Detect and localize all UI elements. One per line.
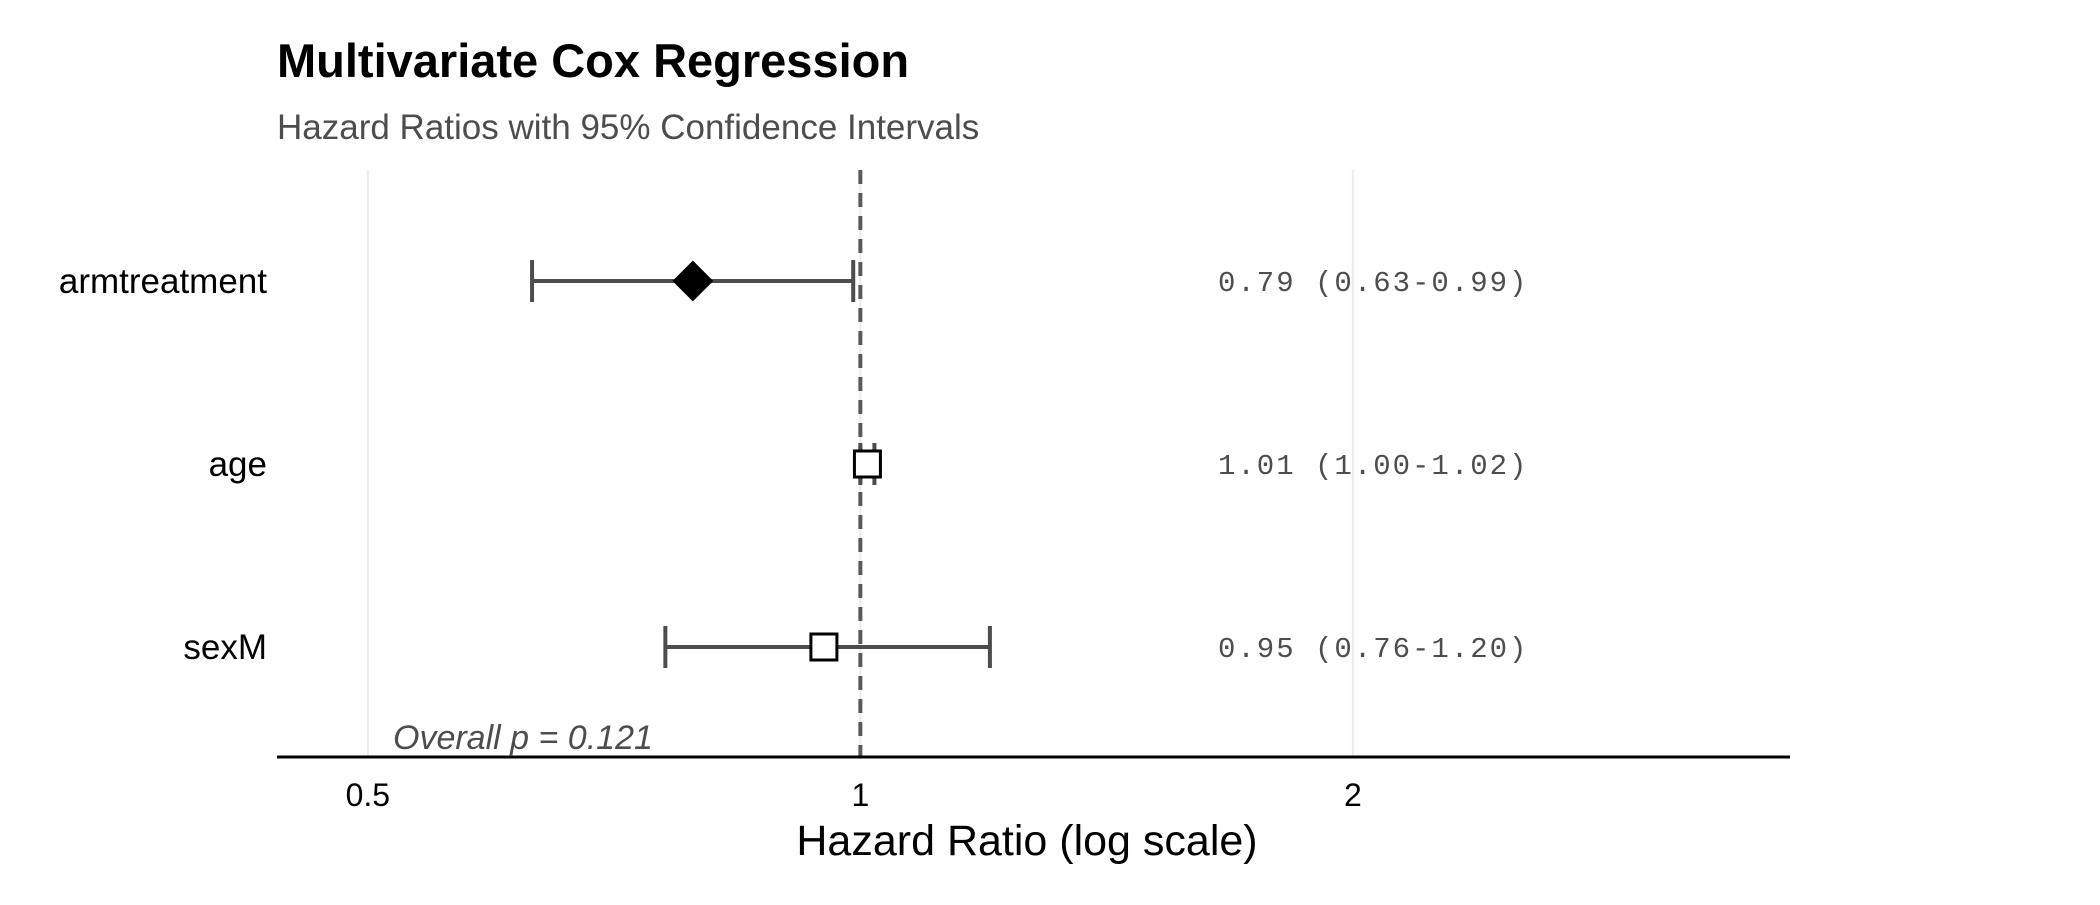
hr-marker-square — [809, 632, 839, 662]
chart-title: Multivariate Cox Regression — [277, 34, 909, 87]
x-axis: 0.5 1 2 — [277, 755, 1790, 813]
hr-marker-diamond — [672, 260, 714, 302]
row-sexM: sexM 0.95 (0.76-1.20) — [183, 626, 1528, 668]
overall-p-annotation: Overall p = 0.121 — [393, 719, 653, 757]
row-label: sexM — [183, 628, 267, 667]
hr-value-label: 0.95 (0.76-1.20) — [1218, 633, 1528, 666]
row-label: age — [209, 445, 267, 484]
hr-value-label: 0.79 (0.63-0.99) — [1218, 267, 1528, 300]
row-age: age 1.01 (1.00-1.02) — [209, 443, 1528, 485]
x-tick-label-2: 2 — [1344, 777, 1362, 813]
hr-marker-square — [852, 449, 882, 479]
row-label: armtreatment — [59, 262, 267, 301]
x-tick-label-0.5: 0.5 — [346, 777, 390, 813]
chart-subtitle: Hazard Ratios with 95% Confidence Interv… — [277, 108, 979, 147]
row-armtreatment: armtreatment 0.79 (0.63-0.99) — [59, 260, 1528, 302]
x-axis-title: Hazard Ratio (log scale) — [796, 817, 1257, 865]
forest-rows: armtreatment 0.79 (0.63-0.99) age 1.01 (1.0… — [59, 260, 1528, 668]
x-tick-label-1: 1 — [851, 777, 869, 813]
hr-value-label: 1.01 (1.00-1.02) — [1218, 450, 1528, 483]
